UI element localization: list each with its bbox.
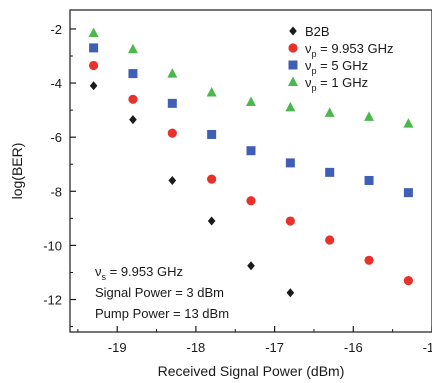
data-point — [127, 43, 138, 54]
data-point — [167, 128, 177, 138]
data-point — [128, 69, 138, 79]
data-point — [364, 111, 375, 121]
x-tick-label: -18 — [187, 340, 206, 355]
annotation-text: Pump Power = 13 dBm — [95, 306, 229, 321]
legend-label: νp = 5 GHz — [305, 58, 368, 76]
data-point — [128, 94, 138, 104]
data-point — [285, 216, 295, 226]
data-point — [89, 81, 98, 91]
legend-label: νp = 1 GHz — [305, 75, 368, 93]
data-point — [364, 255, 374, 265]
legend-marker — [288, 43, 298, 53]
x-tick-label: -15 — [423, 340, 432, 355]
data-point — [325, 167, 335, 177]
data-point — [285, 158, 295, 168]
data-point — [207, 174, 217, 184]
y-tick-label: -6 — [50, 130, 62, 145]
y-tick-label: -10 — [43, 238, 62, 253]
data-point — [403, 118, 414, 128]
data-point — [325, 235, 335, 245]
y-tick-label: -4 — [50, 76, 62, 91]
annotations: νs = 9.953 GHz Signal Power = 3 dBm Pump P… — [95, 264, 229, 321]
data-point — [168, 175, 177, 185]
data-point — [167, 98, 177, 108]
y-tick-label: -8 — [50, 184, 62, 199]
y-tick-label: -2 — [50, 22, 62, 37]
data-point — [285, 101, 296, 112]
legend-label: νp = 9.953 GHz — [305, 41, 393, 59]
data-point — [88, 27, 99, 37]
x-tick-label: -16 — [344, 340, 363, 355]
y-axis: -2 -4 -6 -8 -10 -12 — [43, 22, 76, 328]
data-point — [286, 288, 295, 298]
data-point — [247, 261, 255, 271]
data-point — [403, 188, 413, 198]
annotation-text: νs = 9.953 GHz — [95, 264, 183, 282]
data-point — [246, 196, 256, 206]
data-point — [206, 87, 217, 97]
x-tick-label: -17 — [265, 340, 284, 355]
data-point — [403, 275, 413, 286]
data-point — [246, 146, 256, 156]
x-axis-label: Received Signal Power (dBm) — [158, 363, 345, 379]
legend-marker — [288, 60, 298, 70]
data-point — [364, 175, 374, 185]
data-point — [89, 43, 99, 53]
data-point — [89, 60, 99, 71]
data-point — [207, 129, 217, 139]
data-markers — [88, 27, 414, 298]
y-tick-label: -12 — [43, 293, 62, 308]
data-point — [129, 115, 137, 125]
legend-marker — [288, 76, 298, 86]
annotation-text: Signal Power = 3 dBm — [95, 285, 224, 300]
plot-frame — [69, 9, 432, 333]
data-point — [324, 107, 335, 117]
x-tick-label: -19 — [108, 340, 127, 355]
legend-marker — [289, 26, 297, 36]
y-axis-label: log(BER) — [9, 143, 25, 200]
data-point — [207, 216, 216, 226]
x-axis: -19 -18 -17 -16 -15 — [77, 326, 432, 355]
data-point — [246, 96, 256, 106]
legend-label: B2B — [305, 24, 330, 39]
data-point — [167, 68, 178, 78]
